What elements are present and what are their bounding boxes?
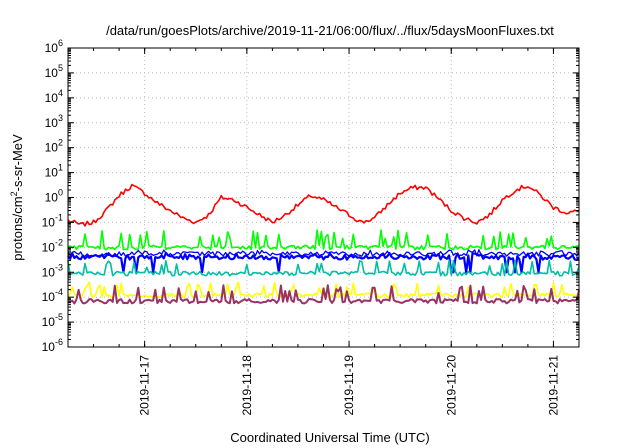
y-tick-label: 106: [45, 38, 63, 55]
x-axis-label: Coordinated Universal Time (UTC): [230, 430, 429, 445]
chart-title: /data/run/goesPlots/archive/2019-11-21/0…: [106, 23, 554, 38]
series-line-3: [67, 251, 580, 274]
y-tick-label: 10-6: [42, 337, 63, 354]
y-tick-label: 102: [45, 138, 63, 155]
series-line-4: [67, 249, 580, 257]
series-line-2: [67, 229, 580, 251]
series-line-7: [67, 284, 580, 305]
y-tick-label: 105: [45, 63, 63, 80]
y-tick-label: 103: [45, 113, 63, 130]
x-tick-label: 2019-11-18: [240, 355, 254, 416]
series-group: [67, 183, 580, 305]
y-tick-label: 10-4: [42, 287, 63, 304]
x-tick-label: 2019-11-21: [546, 355, 560, 416]
x-tick-label: 2019-11-19: [342, 355, 356, 416]
series-line-1: [67, 183, 579, 227]
y-tick-label: 10-3: [42, 262, 63, 279]
x-tick-label: 2019-11-20: [444, 355, 458, 416]
y-axis-label: protons/cm2-s-sr-MeV: [9, 134, 25, 261]
y-tick-label: 100: [45, 188, 63, 205]
y-tick-label: 10-2: [42, 237, 63, 254]
plot-frame: [67, 47, 580, 348]
y-tick-label: 104: [45, 88, 63, 105]
y-tick-label: 10-1: [42, 212, 63, 229]
y-tick-label: 10-5: [42, 312, 63, 329]
y-tick-label: 101: [45, 163, 63, 180]
series-line-5: [67, 259, 580, 277]
x-axis-ticks: 2019-11-17 2019-11-18 2019-11-19 2019-11-20…: [67, 48, 580, 416]
x-tick-label: 2019-11-17: [138, 355, 152, 416]
